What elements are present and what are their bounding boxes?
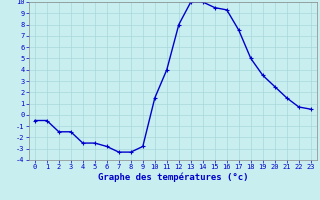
X-axis label: Graphe des températures (°c): Graphe des températures (°c) (98, 173, 248, 182)
